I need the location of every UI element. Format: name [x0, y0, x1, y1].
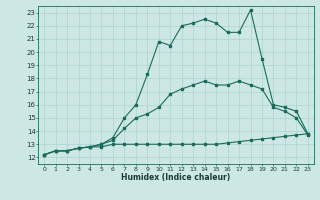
X-axis label: Humidex (Indice chaleur): Humidex (Indice chaleur): [121, 173, 231, 182]
